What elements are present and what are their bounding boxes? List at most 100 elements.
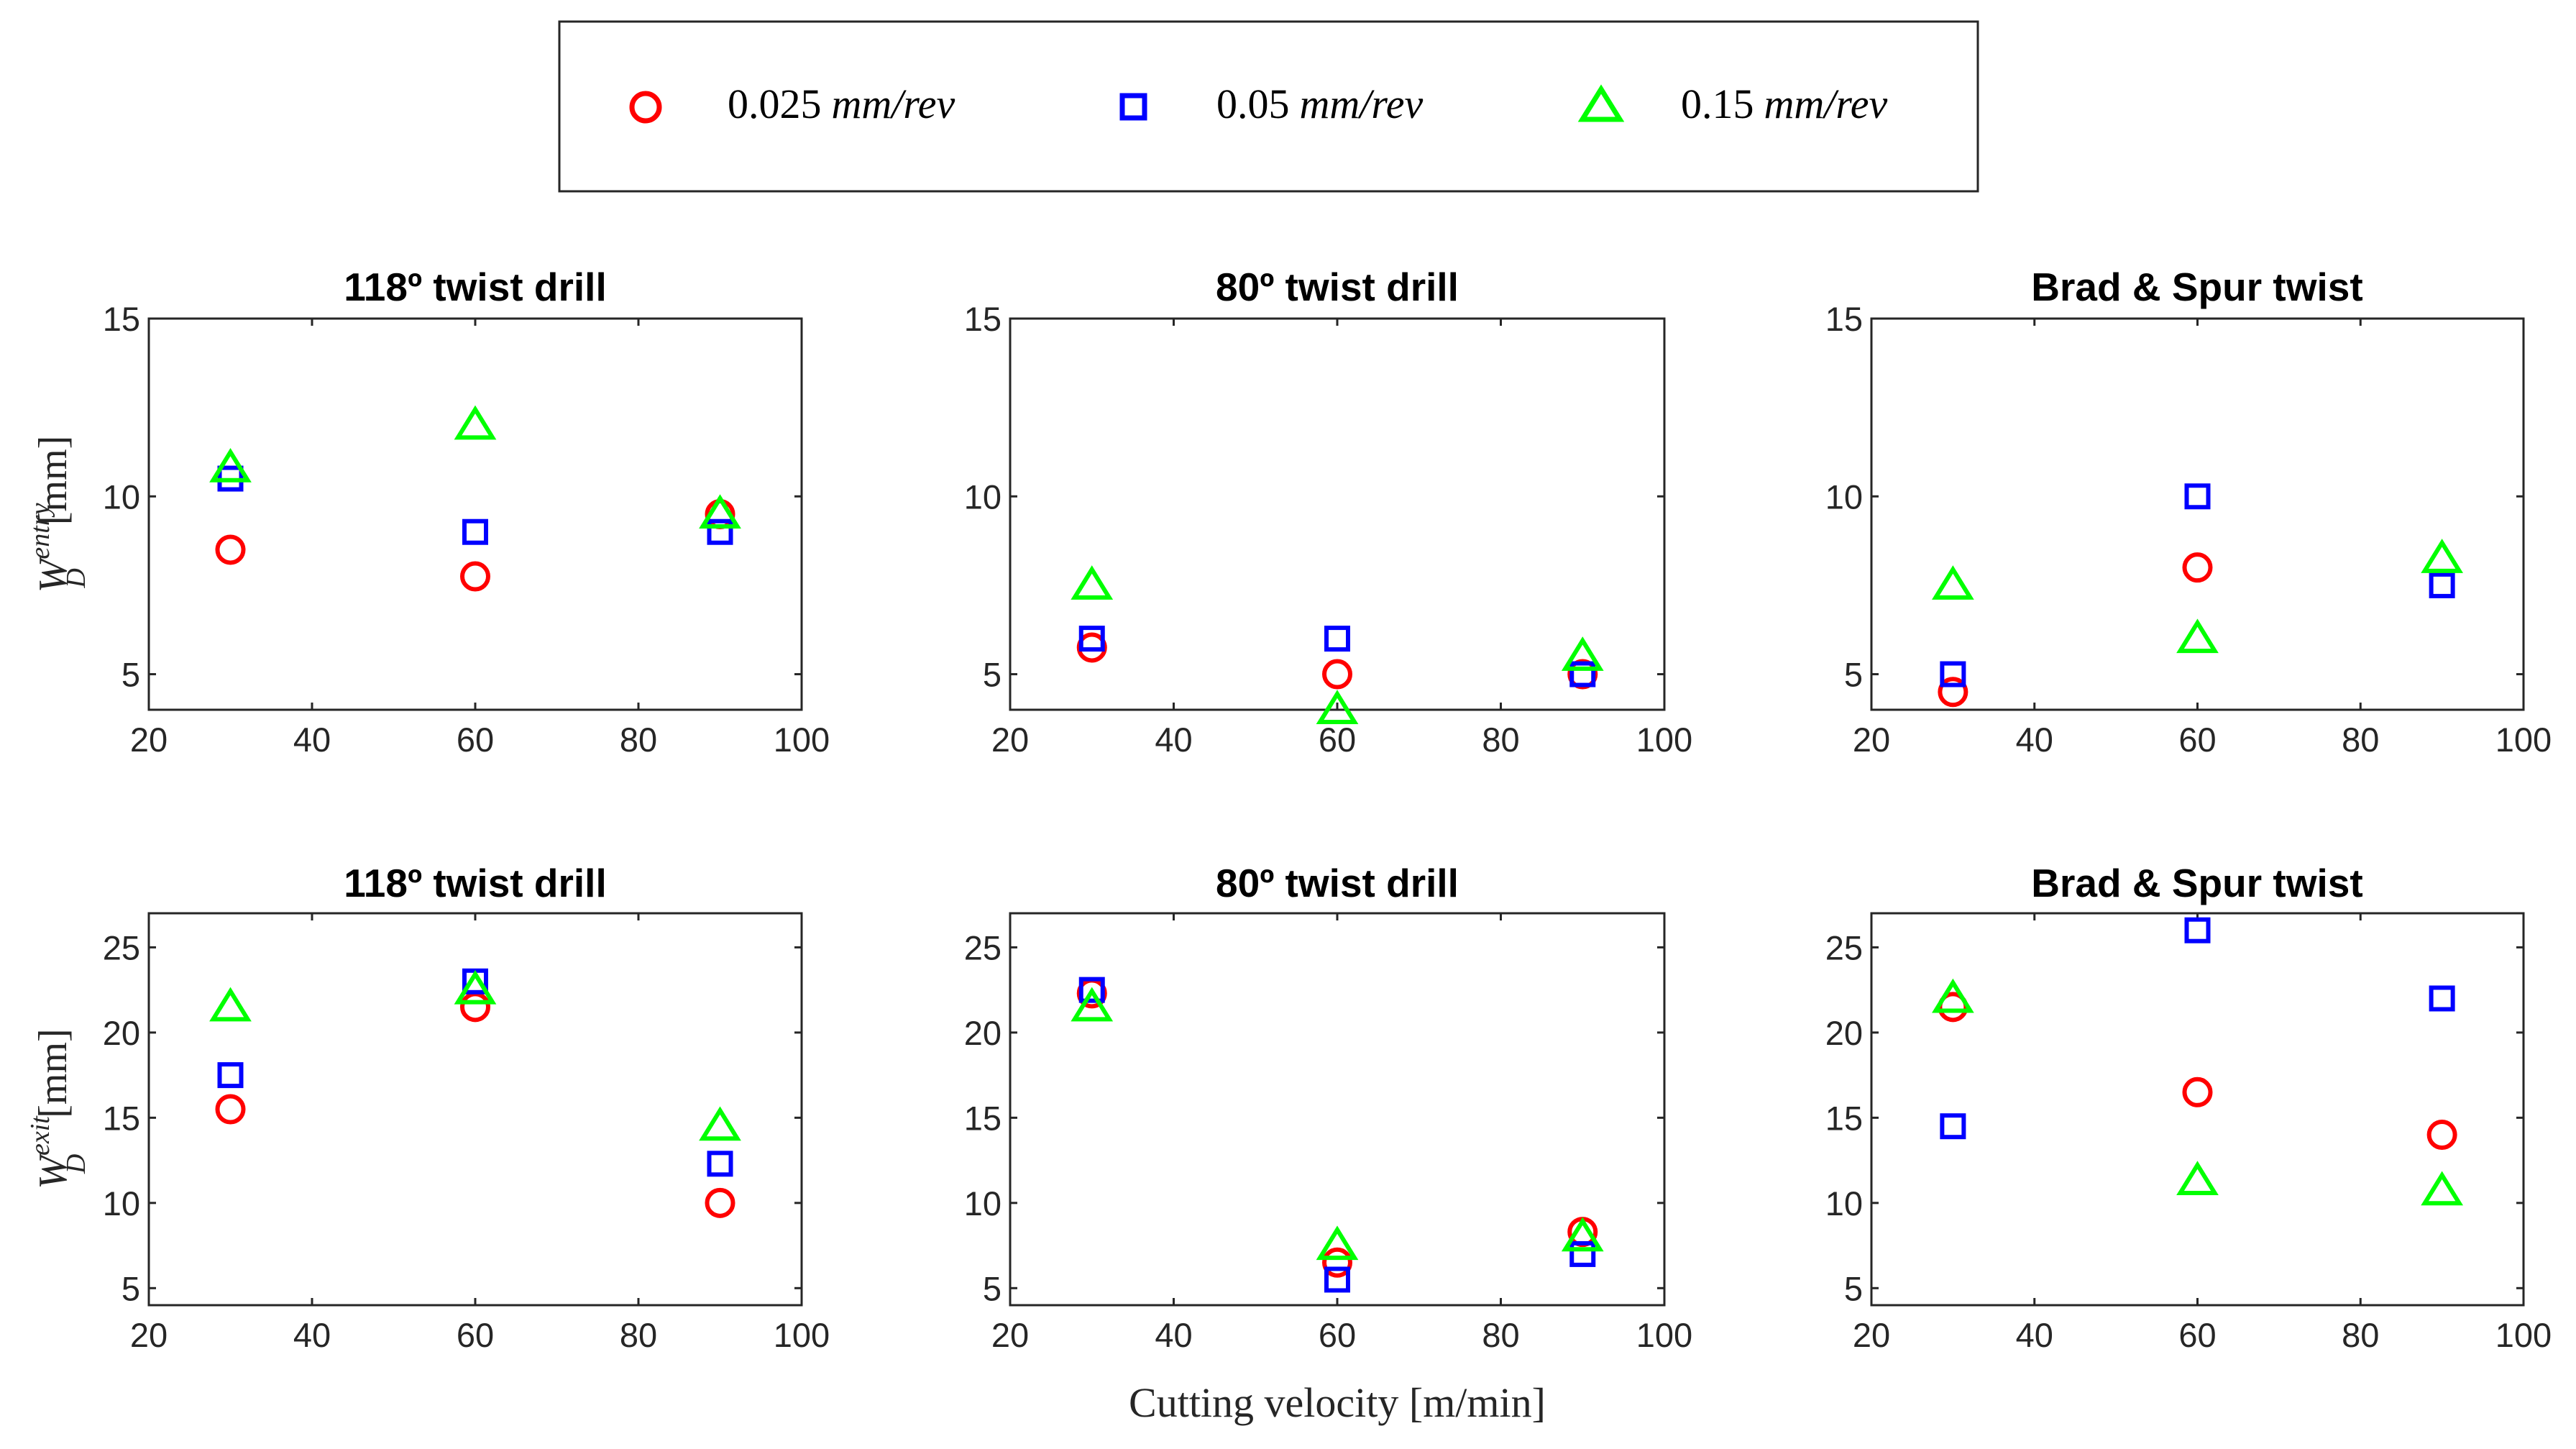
data-point-square	[1324, 626, 1350, 652]
legend-triangle-marker	[1577, 84, 1625, 122]
y-axis-label-entry: WentryD[mm]	[25, 436, 91, 593]
x-tick-label: 40	[293, 1316, 331, 1354]
x-tick-label: 60	[1319, 721, 1356, 759]
panel-bottom-right: Brad & Spur twist 20 40 60 80 100 5 10 15 20 25	[1825, 861, 2552, 1354]
panel-top-middle: 80º twist drill 20 40 60 80 100 5 10 15	[964, 265, 1692, 759]
data-point-square	[1078, 626, 1105, 652]
y-tick-label: 25	[103, 928, 140, 966]
y-tick-label: 15	[1825, 300, 1863, 338]
y-tick-label: 5	[1844, 656, 1863, 694]
data-point-square	[2184, 917, 2211, 943]
x-tick-label: 20	[1853, 721, 1890, 759]
data-point-circle	[460, 561, 490, 592]
x-tick-label: 40	[1155, 721, 1192, 759]
x-tick-label: 100	[2495, 721, 2552, 759]
x-tick-label: 100	[2495, 1316, 2552, 1354]
x-tick-label: 100	[1636, 1316, 1692, 1354]
x-tick-label: 60	[1319, 1316, 1356, 1354]
y-tick-label: 25	[964, 928, 1001, 966]
y-tick-label: 25	[1825, 928, 1863, 966]
legend-box	[558, 20, 1979, 193]
x-tick-label: 20	[130, 1316, 168, 1354]
panel-bottom-left: 118º twist drill 20 40 60 80 100 5 10 15 20 25	[103, 861, 830, 1354]
x-tick-label: 80	[620, 1316, 657, 1354]
panel-bottom-middle: 80º twist drill 20 40 60 80 100 5 10 15 20 25	[964, 861, 1692, 1354]
data-point-square	[707, 518, 733, 545]
x-tick-label: 40	[2016, 721, 2053, 759]
y-tick-label: 5	[122, 1269, 140, 1307]
panel-title: 118º twist drill	[344, 265, 607, 309]
x-tick-label: 60	[2178, 721, 2216, 759]
panel-title: 80º twist drill	[1216, 265, 1459, 309]
y-tick-label: 15	[103, 1099, 140, 1137]
x-tick-label: 100	[774, 1316, 830, 1354]
data-point-triangle	[454, 405, 497, 440]
panel-title: 80º twist drill	[1216, 861, 1459, 905]
data-point-triangle	[699, 494, 741, 529]
y-tick-label: 10	[103, 477, 140, 516]
data-point-circle	[2182, 1077, 2213, 1107]
data-point-square	[462, 518, 488, 545]
panel-top-right: Brad & Spur twist 20 40 60 80 100 5 10 15	[1825, 265, 2552, 759]
data-point-square	[1324, 1266, 1350, 1293]
data-point-square	[2429, 572, 2455, 598]
axes-box	[147, 912, 803, 1307]
data-point-square	[2429, 985, 2455, 1012]
y-tick-label: 10	[1825, 477, 1863, 516]
data-point-square	[1569, 661, 1596, 687]
x-tick-label: 60	[2178, 1316, 2216, 1354]
x-tick-label: 80	[2342, 1316, 2379, 1354]
y-tick-label: 15	[964, 300, 1001, 338]
y-tick-label: 20	[964, 1014, 1001, 1052]
data-point-circle	[1938, 677, 1968, 708]
y-tick-label: 10	[964, 477, 1001, 516]
data-point-circle	[2182, 552, 2213, 583]
data-point-triangle	[1071, 565, 1114, 600]
data-point-circle	[1322, 1247, 1352, 1278]
data-point-triangle	[2176, 1161, 2219, 1196]
x-tick-label: 100	[774, 721, 830, 759]
x-tick-label: 80	[1482, 1316, 1519, 1354]
data-point-triangle	[1071, 987, 1114, 1022]
data-point-square	[1078, 977, 1105, 1003]
legend: 0.025 mm/rev 0.05 mm/rev 0.15 mm/rev	[558, 20, 1979, 193]
data-point-triangle	[2421, 539, 2463, 573]
y-tick-label: 15	[103, 300, 140, 338]
x-axis-label: Cutting velocity [m/min]	[1129, 1379, 1546, 1426]
data-point-triangle	[699, 1106, 741, 1141]
data-point-triangle	[454, 969, 497, 1005]
y-tick-label: 20	[1825, 1014, 1863, 1052]
y-tick-label: 5	[1844, 1269, 1863, 1307]
data-point-circle	[1322, 659, 1352, 690]
legend-square-marker	[1119, 93, 1147, 121]
data-point-triangle	[1561, 1217, 1604, 1252]
axes-box	[1870, 912, 2525, 1307]
panel-top-left: 118º twist drill 20 40 60 80 100 5 10 15	[103, 265, 830, 759]
x-tick-label: 60	[457, 721, 494, 759]
y-tick-label: 15	[964, 1099, 1001, 1137]
y-axis-label-exit: WexitD[mm]	[25, 1028, 91, 1189]
x-tick-label: 80	[2342, 721, 2379, 759]
data-point-triangle	[1316, 690, 1359, 724]
data-point-triangle	[209, 447, 252, 483]
data-point-triangle	[2421, 1171, 2463, 1206]
legend-label-015: 0.15 mm/rev	[1681, 81, 1888, 127]
x-tick-label: 40	[1155, 1316, 1192, 1354]
data-point-triangle	[2176, 618, 2219, 654]
data-point-triangle	[1316, 1225, 1359, 1261]
x-tick-label: 20	[1853, 1316, 1890, 1354]
data-point-square	[1940, 661, 1966, 687]
data-point-circle	[215, 1094, 246, 1125]
panel-title: Brad & Spur twist	[2031, 861, 2362, 905]
data-point-square	[1940, 1113, 1966, 1140]
legend-circle-marker	[629, 91, 662, 124]
data-point-triangle	[1561, 636, 1604, 671]
axes-box	[147, 317, 803, 711]
x-tick-label: 100	[1636, 721, 1692, 759]
data-point-circle	[705, 1187, 735, 1218]
data-point-triangle	[209, 987, 252, 1022]
data-point-triangle	[1932, 978, 1974, 1013]
x-tick-label: 20	[991, 1316, 1029, 1354]
data-point-circle	[2426, 1120, 2457, 1151]
panel-title: Brad & Spur twist	[2031, 265, 2362, 309]
